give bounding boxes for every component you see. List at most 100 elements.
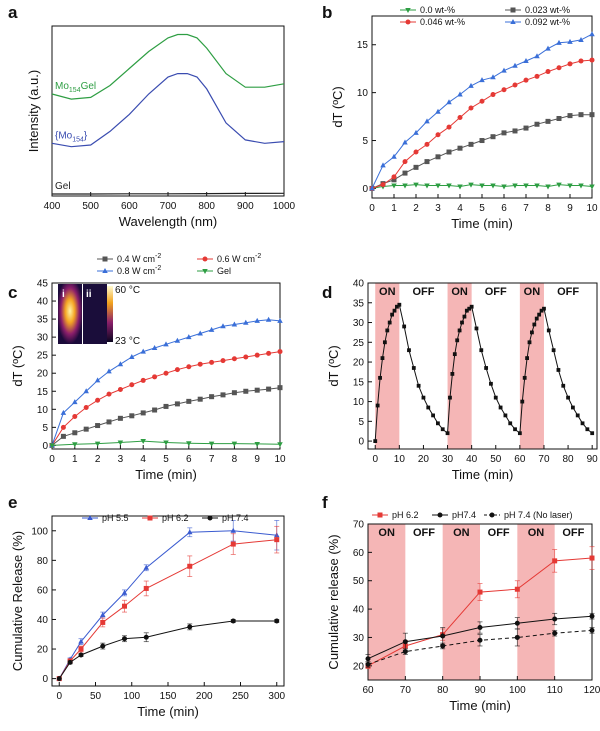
- data-point: [448, 395, 452, 400]
- y-tick-label: 40: [37, 297, 49, 308]
- legend-marker: [87, 515, 93, 520]
- data-point: [197, 330, 203, 336]
- data-point: [186, 364, 192, 370]
- data-point: [567, 61, 573, 67]
- data-point: [589, 627, 595, 633]
- data-point: [78, 638, 84, 644]
- x-axis-label: Time (min): [452, 467, 514, 482]
- data-point: [380, 162, 386, 168]
- legend-label: pH 7.4: [222, 513, 249, 523]
- series-line: [52, 192, 285, 195]
- data-point: [512, 128, 518, 134]
- y-tick-label: 50: [353, 576, 365, 587]
- x-tick-label: 150: [160, 691, 177, 702]
- series-c-0: [49, 385, 283, 448]
- y-tick-label: 0: [42, 441, 48, 452]
- data-point: [424, 118, 430, 124]
- data-point: [95, 397, 101, 403]
- data-point: [435, 108, 441, 114]
- series-e-1: [56, 525, 280, 682]
- data-point: [413, 164, 419, 170]
- x-tick-label: 100: [123, 691, 140, 702]
- series-b-0: [369, 182, 595, 192]
- x-tick-label: 70: [400, 685, 412, 696]
- data-point: [452, 352, 457, 357]
- series-c-2: [49, 316, 283, 448]
- data-point: [435, 154, 441, 160]
- data-point: [413, 149, 419, 155]
- panel-d: d 0 10 20 30 40 50 60 70 80 90 0 5 10 15 20 25 30 35 40 Time…: [322, 279, 598, 483]
- data-point: [129, 353, 135, 359]
- data-point: [431, 413, 435, 418]
- data-point: [100, 612, 106, 618]
- data-point: [467, 306, 472, 311]
- data-point: [365, 656, 371, 662]
- data-point: [94, 441, 101, 447]
- data-point: [163, 341, 169, 347]
- region-label: OFF: [488, 527, 510, 539]
- data-point: [49, 443, 55, 449]
- data-point: [570, 405, 575, 410]
- data-point: [578, 112, 584, 118]
- data-point: [590, 431, 595, 436]
- data-point: [567, 38, 573, 44]
- data-point: [580, 421, 585, 426]
- y-tick-label: 15: [353, 377, 365, 388]
- legend-label: Gel: [217, 266, 231, 276]
- series-d-0: [373, 302, 595, 443]
- plot-frame: [367, 282, 598, 450]
- data-point: [455, 338, 460, 343]
- y-tick-label: 40: [353, 605, 365, 616]
- data-point: [446, 99, 452, 105]
- region-label: ON: [453, 527, 470, 539]
- data-point: [143, 634, 149, 640]
- data-point: [446, 183, 452, 189]
- data-point: [380, 182, 386, 188]
- data-point: [274, 618, 280, 624]
- data-point: [578, 58, 584, 64]
- x-tick-label: 30: [442, 454, 454, 465]
- shaded-region: [517, 524, 555, 680]
- x-tick-label: 6: [501, 203, 507, 214]
- x-tick-label: 600: [121, 201, 138, 212]
- data-point: [532, 322, 537, 327]
- series-label: Gel: [55, 181, 71, 192]
- data-point: [186, 441, 192, 447]
- data-point: [468, 141, 474, 147]
- data-point: [474, 326, 479, 331]
- data-point: [72, 442, 78, 448]
- x-tick-label: 9: [254, 454, 260, 465]
- x-tick-label: 3: [118, 454, 124, 465]
- series-line: [374, 303, 593, 442]
- data-point: [539, 308, 544, 313]
- data-point: [546, 328, 551, 333]
- legend-label: 0.8 W cm-2: [117, 265, 161, 276]
- data-point: [537, 312, 542, 317]
- x-tick-label: 5: [479, 203, 485, 214]
- data-point: [512, 62, 518, 68]
- thermal-image-ii: [83, 284, 107, 344]
- series-f-1: [365, 612, 595, 664]
- data-point: [523, 58, 529, 64]
- data-point: [468, 182, 474, 188]
- legend-label: 0.0 wt-%: [420, 5, 455, 15]
- data-point: [477, 637, 483, 643]
- series-e-0: [56, 520, 280, 681]
- data-point: [254, 387, 260, 393]
- y-tick-label: 35: [37, 315, 49, 326]
- colorbar-min-label: 23 °C: [115, 336, 140, 347]
- y-tick-label: 15: [357, 40, 369, 51]
- colorbar: [107, 286, 113, 342]
- data-point: [501, 87, 507, 93]
- x-tick-label: 4: [140, 454, 146, 465]
- data-point: [106, 368, 112, 374]
- data-point: [72, 414, 78, 420]
- data-point: [435, 183, 441, 189]
- data-point: [517, 431, 522, 436]
- y-tick-label: 100: [31, 526, 48, 537]
- legend-marker: [102, 256, 108, 262]
- legend-marker: [437, 512, 443, 518]
- series-line: [58, 539, 277, 679]
- x-tick-label: 100: [509, 685, 526, 696]
- data-point: [552, 558, 558, 564]
